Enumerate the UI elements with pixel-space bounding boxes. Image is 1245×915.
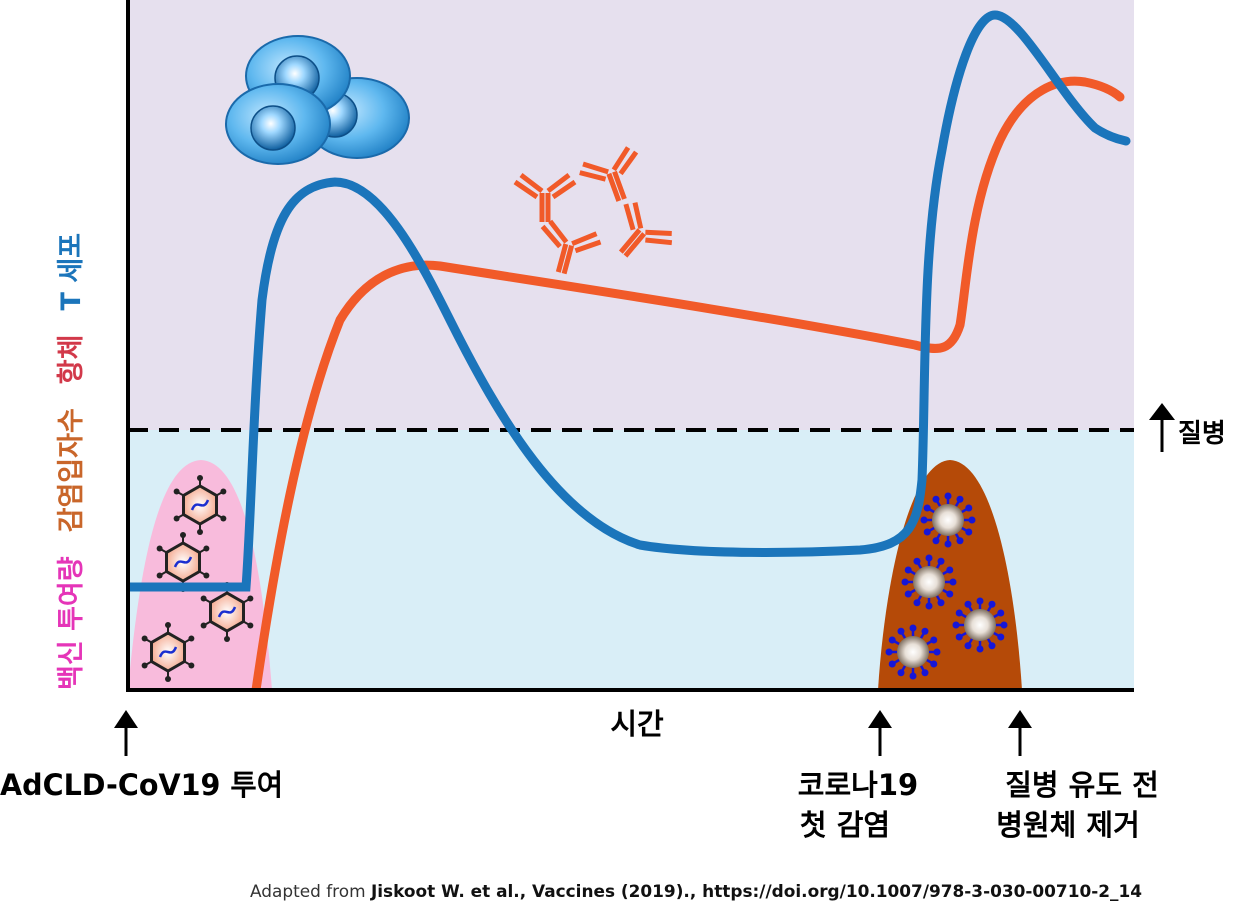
- coronavirus-particle-icon: [885, 624, 941, 680]
- infection-event-label-line1: 코로나19: [798, 768, 918, 802]
- antibody-icons: [513, 146, 673, 275]
- y-label-tcell: T 세포: [56, 233, 87, 311]
- citation-separator: ,: [690, 882, 702, 902]
- coronavirus-particle-icon: [952, 597, 1008, 653]
- svg-text:백신 투여량감염입자수항체T 세포: 백신 투여량 감염입자수 항체 T 세포: [56, 233, 87, 690]
- threshold-arrow-icon: [1149, 403, 1175, 452]
- antibody-icon: [540, 219, 602, 275]
- dose-arrow-icon: [114, 710, 138, 756]
- virus-particle-icons: [885, 492, 1008, 680]
- x-axis-label: 시간: [610, 707, 664, 741]
- y-label-virus: 감염입자수: [56, 408, 87, 532]
- infection-arrow-icon: [868, 710, 892, 756]
- y-label-vaccine: 백신 투여량: [56, 556, 87, 690]
- clearance-event-label-line2: 병원체 제거: [996, 808, 1140, 842]
- citation: Adapted from Jiskoot W. et al., Vaccines…: [250, 882, 1142, 902]
- antibody-icon: [513, 173, 577, 222]
- y-label-antibody: 항체: [56, 335, 87, 385]
- t-cell-curve: [128, 10, 1131, 592]
- vaccine-particle-icon: [141, 622, 195, 682]
- citation-prefix: Adapted from: [250, 882, 371, 902]
- citation-authors: Jiskoot W. et al., Vaccines (2019).: [370, 882, 690, 902]
- vaccine-particle-icons: [141, 475, 254, 682]
- antibody-icon: [579, 146, 639, 202]
- clearance-event-label-line1: 질병 유도 전: [1005, 768, 1159, 802]
- antibody-icon: [618, 202, 673, 258]
- t-cell-icon: [225, 35, 410, 165]
- coronavirus-particle-icon: [901, 554, 957, 610]
- vaccine-dose-area: [128, 460, 272, 690]
- clearance-arrow-icon: [1008, 710, 1032, 756]
- citation-link[interactable]: https://doi.org/10.1007/978-3-030-00710-…: [702, 882, 1142, 902]
- infection-event-label-line2: 첫 감염: [800, 808, 890, 842]
- vaccine-particle-icon: [173, 475, 227, 535]
- antibody-curve: [251, 76, 1125, 690]
- coronavirus-particle-icon: [920, 492, 976, 548]
- dose-event-label: AdCLD-CoV19 투여: [0, 768, 283, 802]
- vaccine-particle-icon: [156, 532, 210, 592]
- threshold-label: 질병: [1178, 419, 1226, 449]
